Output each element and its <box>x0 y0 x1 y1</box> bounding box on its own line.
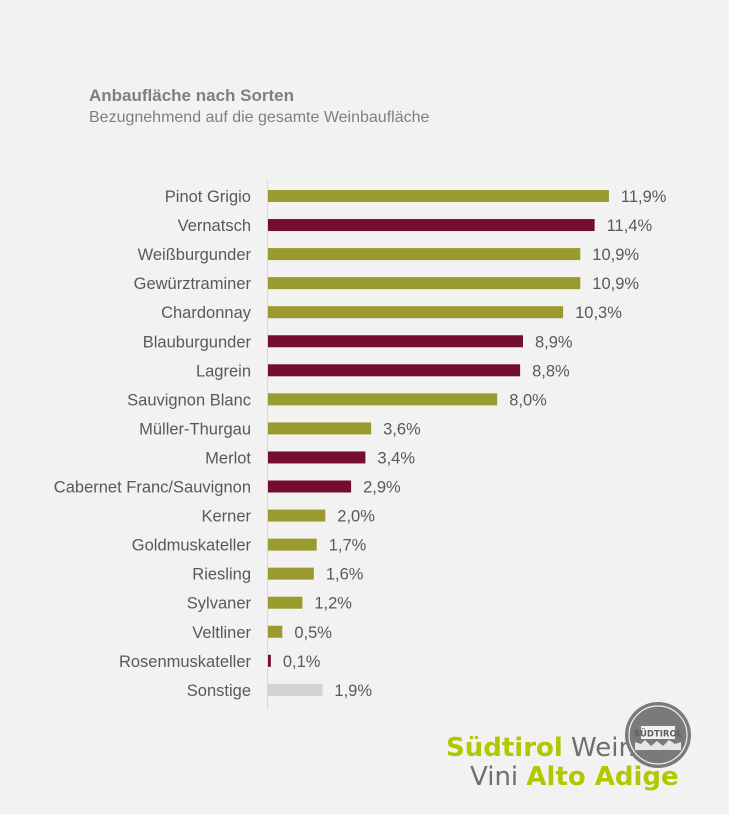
value-label: 11,9% <box>621 188 667 206</box>
value-label: 10,3% <box>575 304 622 322</box>
bar-6 <box>268 364 521 377</box>
bar-1 <box>268 219 595 232</box>
bar-4 <box>268 306 564 319</box>
category-label: Kerner <box>201 508 251 526</box>
bar-8 <box>268 422 372 435</box>
category-label: Merlot <box>205 449 251 467</box>
category-label: Veltliner <box>192 624 251 642</box>
bar-7 <box>268 393 498 406</box>
bar-0 <box>268 190 609 202</box>
category-label: Sauvignon Blanc <box>127 391 251 409</box>
bar-17 <box>268 683 323 696</box>
category-label: Lagrein <box>196 362 251 380</box>
bar-16 <box>268 654 271 667</box>
value-label: 2,0% <box>337 508 375 526</box>
seal-text: SÜDTIROL <box>634 729 683 740</box>
value-label: 8,8% <box>532 362 570 380</box>
bars-group <box>268 190 609 696</box>
logo-text-wein: Wein <box>562 733 635 763</box>
bar-3 <box>268 277 581 290</box>
category-label: Chardonnay <box>161 304 252 322</box>
bar-15 <box>268 625 283 638</box>
category-label: Pinot Grigio <box>165 188 251 206</box>
chart-title: Anbaufläche nach Sorten <box>89 86 294 105</box>
category-label: Rosenmuskateller <box>119 653 252 671</box>
value-label: 8,0% <box>509 391 547 409</box>
value-label: 10,9% <box>592 246 639 264</box>
category-label: Cabernet Franc/Sauvignon <box>54 479 251 497</box>
category-label: Goldmuskateller <box>132 537 252 555</box>
bar-13 <box>268 567 314 580</box>
value-label: 0,1% <box>283 653 321 671</box>
value-label: 8,9% <box>535 333 573 351</box>
value-label: 1,9% <box>334 682 372 700</box>
category-label: Gewürztraminer <box>134 275 252 293</box>
bar-11 <box>268 509 326 522</box>
value-label: 1,2% <box>314 595 352 613</box>
logo-text-suedtirol: Südtirol <box>446 733 563 763</box>
category-label: Vernatsch <box>178 217 251 235</box>
category-label: Riesling <box>192 566 251 584</box>
value-labels-group: 11,9% 11,4% 10,9% 10,9% 10,3%8,9% 8,8% 8,0% 3,6… <box>283 188 667 700</box>
category-label: Sonstige <box>187 682 251 700</box>
suedtirol-seal-icon: SÜDTIROL <box>625 702 691 768</box>
bar-12 <box>268 538 317 551</box>
chart-subtitle: Bezugnehmend auf die gesamte Weinbaufläc… <box>89 109 430 126</box>
logo-text-vini: Vini <box>470 762 527 792</box>
value-label: 1,7% <box>329 537 367 555</box>
category-label: Müller-Thurgau <box>139 420 251 438</box>
value-label: 3,4% <box>377 449 415 467</box>
category-label: Blauburgunder <box>143 333 252 351</box>
value-label: 10,9% <box>592 275 639 293</box>
value-label: 3,6% <box>383 420 421 438</box>
value-label: 0,5% <box>294 624 332 642</box>
bar-9 <box>268 451 366 464</box>
bar-2 <box>268 248 581 261</box>
bar-5 <box>268 335 523 348</box>
value-label: 11,4% <box>607 217 653 235</box>
category-label: Weißburgunder <box>138 246 252 264</box>
category-label: Sylvaner <box>187 595 252 613</box>
value-label: 2,9% <box>363 479 401 497</box>
value-label: 1,6% <box>326 566 364 584</box>
logo-text-line1: Südtirol Wein <box>446 733 635 763</box>
bar-10 <box>268 480 352 493</box>
bar-14 <box>268 596 303 609</box>
category-labels-group: Pinot Grigio Vernatsch Weißburgunder Gewürz… <box>54 188 252 700</box>
